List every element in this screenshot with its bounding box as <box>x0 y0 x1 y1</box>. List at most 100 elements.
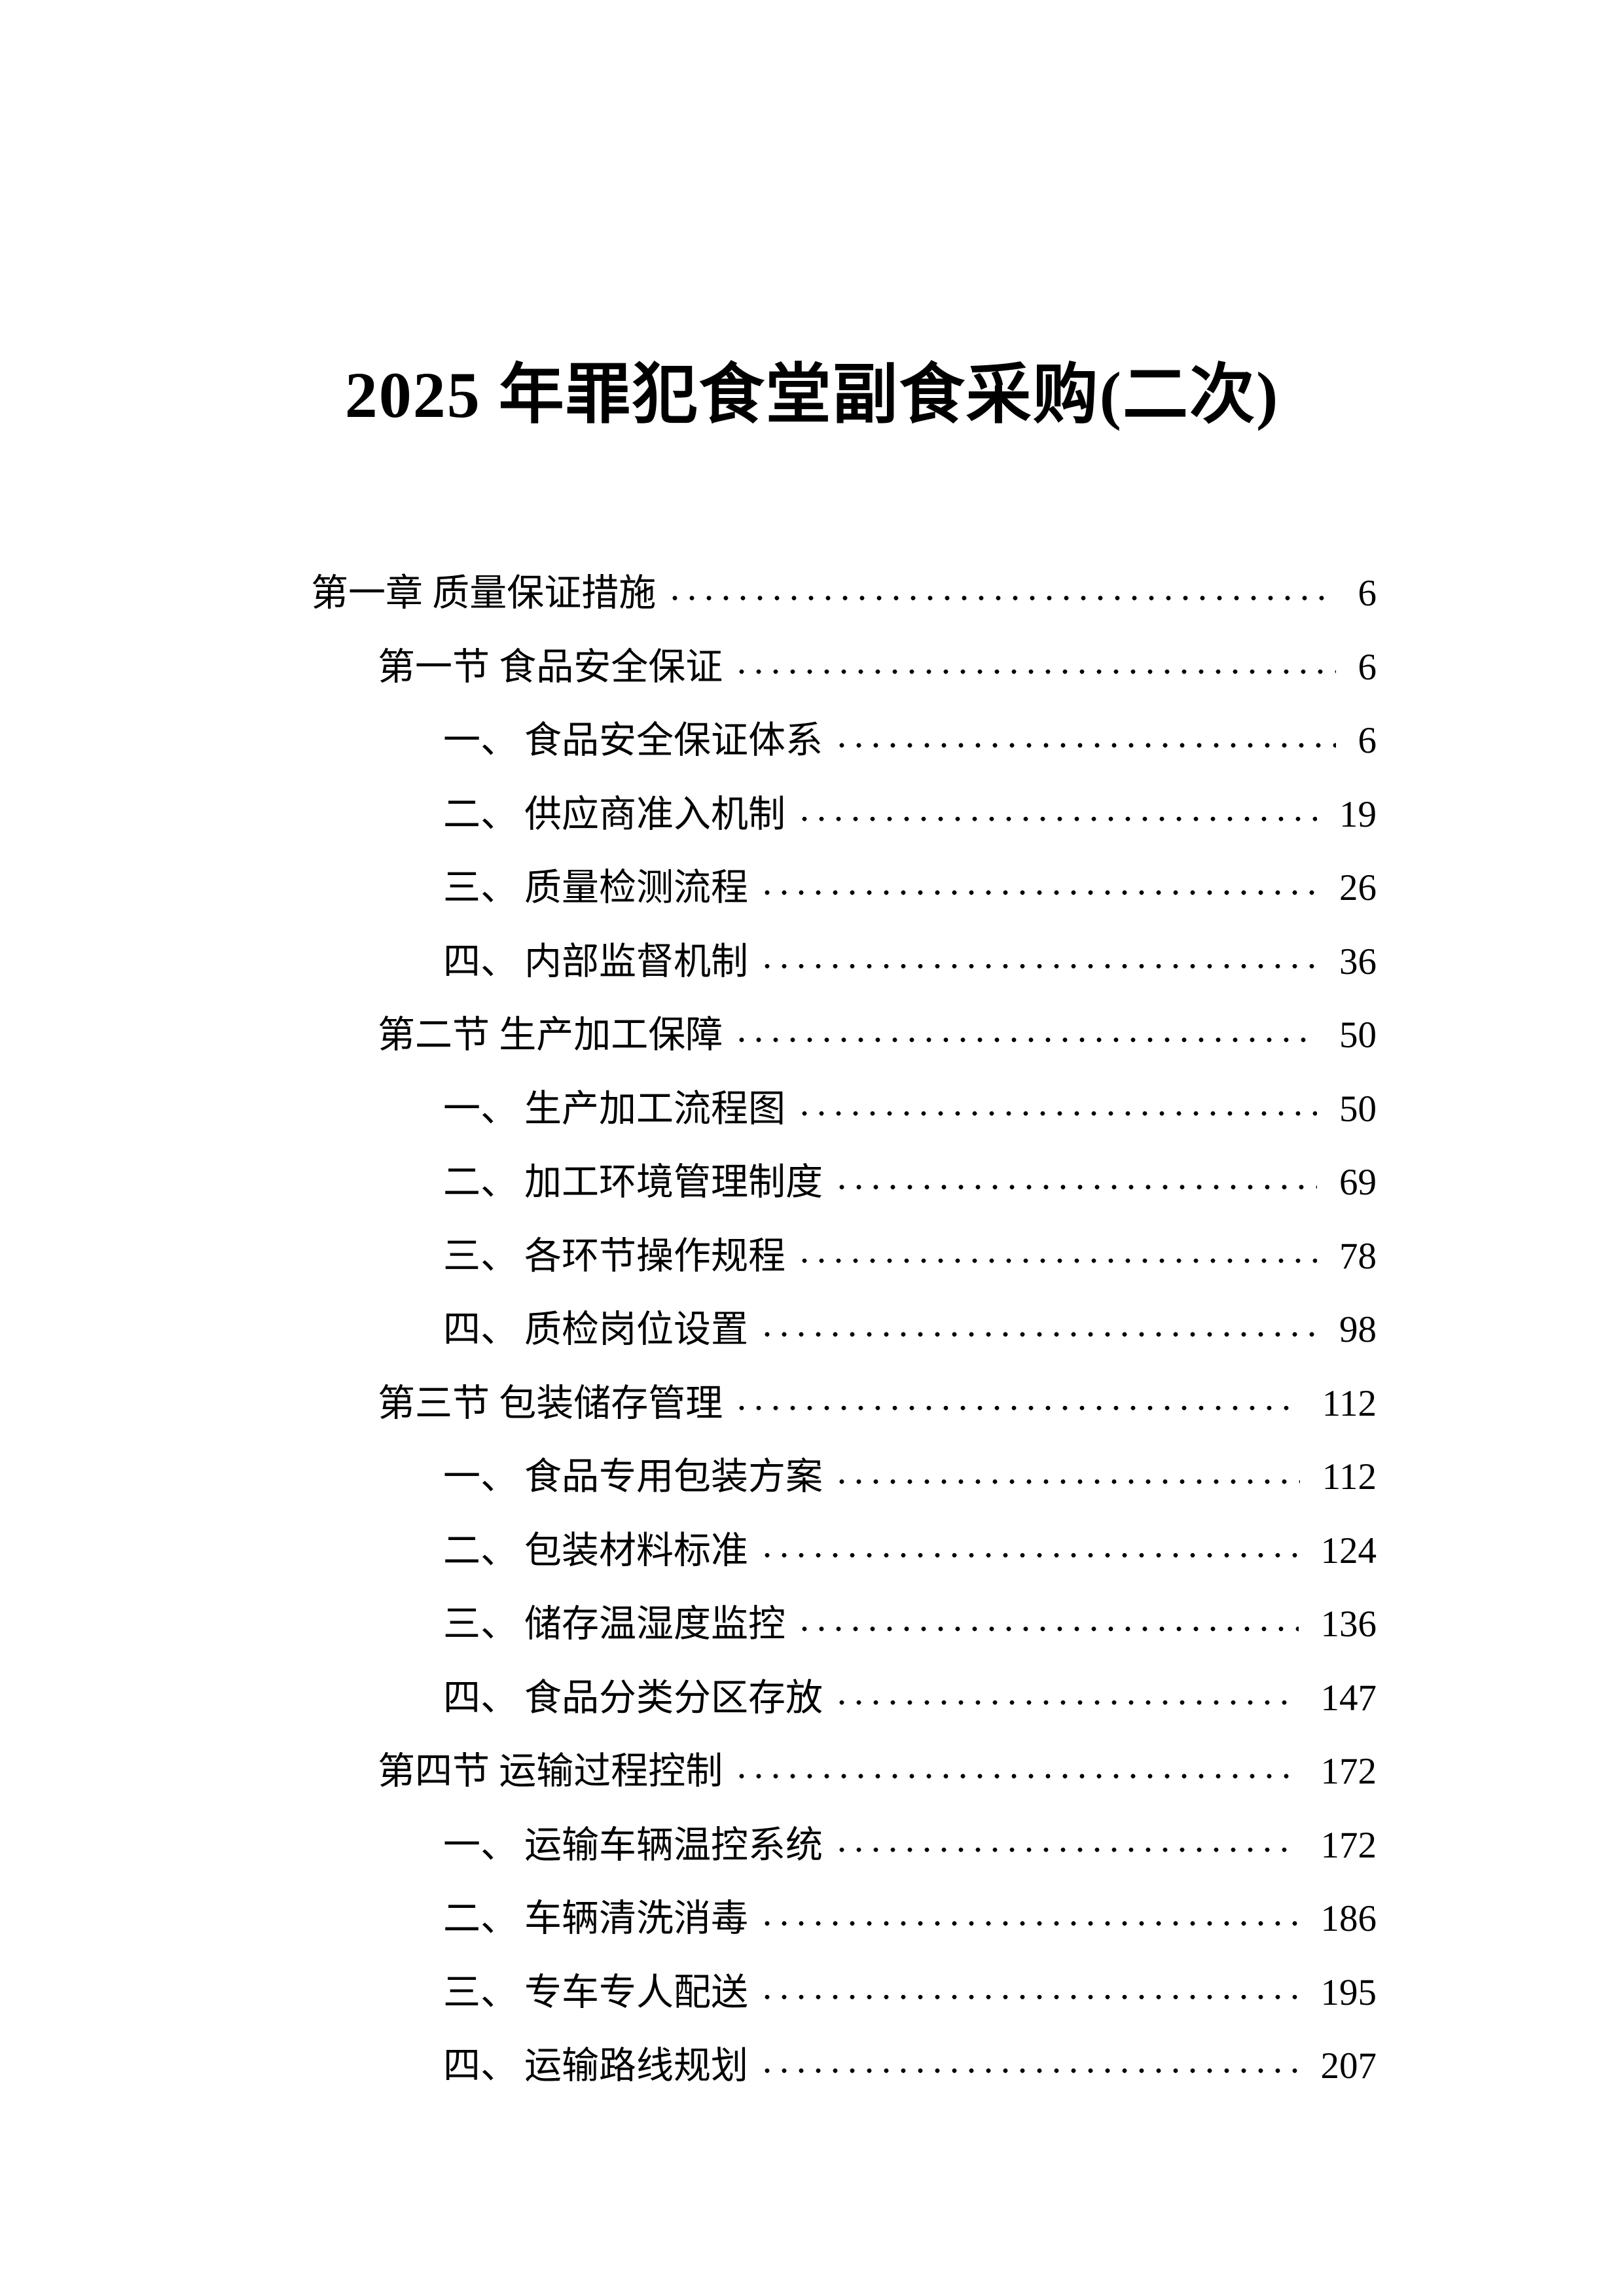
toc-entry-label: 加工环境管理制度 <box>524 1162 823 1203</box>
toc-page-number: 50 <box>1339 1088 1377 1130</box>
toc-entry-number: 二、 <box>443 1898 518 1939</box>
toc-entry-text: 一、 运输车辆温控系统 <box>443 1809 823 1883</box>
toc-page-number: 207 <box>1320 2045 1377 2087</box>
dot-leader <box>759 1293 1317 1367</box>
toc-entry-label: 供应商准入机制 <box>524 793 785 835</box>
toc-entry-number: 一、 <box>443 720 518 761</box>
dot-leader <box>759 1514 1299 1588</box>
toc-page-number: 6 <box>1358 646 1377 688</box>
toc-page-number: 172 <box>1320 1751 1377 1792</box>
dot-leader <box>833 1808 1299 1882</box>
toc-entry[interactable]: 四、 内部监督机制 36 <box>311 925 1377 999</box>
toc-entry-label: 第四节 运输过程控制 <box>378 1751 723 1792</box>
toc-entry-label: 质量检测流程 <box>524 867 748 908</box>
toc-entry-label: 内部监督机制 <box>524 941 748 982</box>
toc-entry-number: 二、 <box>443 1162 518 1203</box>
toc-entry-label: 第一章 质量保证措施 <box>311 573 657 614</box>
toc-entry[interactable]: 第一节 食品安全保证 6 <box>311 630 1377 705</box>
toc-page-number: 69 <box>1339 1162 1377 1203</box>
toc-page-number: 172 <box>1320 1824 1377 1866</box>
toc-page-number: 136 <box>1320 1604 1377 1645</box>
toc-entry[interactable]: 一、 运输车辆温控系统 172 <box>311 1808 1377 1883</box>
toc-entry[interactable]: 二、 车辆清洗消毒 186 <box>311 1882 1377 1956</box>
toc-entry-text: 第二节 生产加工保障 <box>378 999 723 1073</box>
toc-page-number: 195 <box>1320 1971 1377 2013</box>
toc-page-number: 186 <box>1320 1898 1377 1939</box>
toc-entry-number: 四、 <box>443 1677 518 1719</box>
toc-page-number: 112 <box>1322 1456 1377 1498</box>
toc-entry-text: 二、 加工环境管理制度 <box>443 1146 823 1220</box>
document-title: 2025 年罪犯食堂副食采购(二次) <box>344 359 1280 431</box>
toc-entry[interactable]: 第三节 包装储存管理 112 <box>311 1367 1377 1441</box>
toc-entry[interactable]: 四、 运输路线规划 207 <box>311 2030 1377 2104</box>
dot-leader <box>733 630 1336 704</box>
toc-entry-label: 运输车辆温控系统 <box>524 1824 823 1866</box>
toc-entry-text: 第四节 运输过程控制 <box>378 1735 723 1809</box>
dot-leader <box>796 1588 1299 1662</box>
toc-entry-text: 一、 生产加工流程图 <box>443 1073 785 1147</box>
dot-leader <box>796 1072 1317 1146</box>
toc-entry-text: 第一节 食品安全保证 <box>378 631 723 705</box>
toc-entry-label: 车辆清洗消毒 <box>524 1898 748 1939</box>
toc-entry-label: 食品专用包装方案 <box>524 1456 823 1498</box>
toc-entry[interactable]: 二、 供应商准入机制 19 <box>311 778 1377 852</box>
dot-leader <box>733 1735 1299 1809</box>
toc-entry[interactable]: 三、 各环节操作规程 78 <box>311 1219 1377 1294</box>
dot-leader <box>759 852 1317 925</box>
toc-entry-text: 二、 车辆清洗消毒 <box>443 1882 748 1956</box>
toc-entry-text: 第三节 包装储存管理 <box>378 1367 723 1441</box>
toc-entry[interactable]: 四、 食品分类分区存放 147 <box>311 1661 1377 1735</box>
toc-entry[interactable]: 一、 生产加工流程图 50 <box>311 1072 1377 1147</box>
toc-entry-label: 运输路线规划 <box>524 2045 748 2087</box>
toc-entry-number: 三、 <box>443 1235 518 1277</box>
toc-page-number: 26 <box>1339 867 1377 908</box>
toc-entry-number: 三、 <box>443 867 518 908</box>
table-of-contents: 第一章 质量保证措施 6 第一节 食品安全保证 6 一、 食品安全保证体系 6 二… <box>311 557 1377 2104</box>
toc-entry-number: 四、 <box>443 2045 518 2087</box>
dot-leader <box>796 1219 1317 1293</box>
toc-entry-text: 三、 储存温湿度监控 <box>443 1588 785 1662</box>
toc-entry-text: 三、 各环节操作规程 <box>443 1220 785 1294</box>
toc-entry[interactable]: 一、 食品专用包装方案 112 <box>311 1441 1377 1515</box>
toc-entry-label: 食品分类分区存放 <box>524 1677 823 1719</box>
dot-leader <box>833 1441 1300 1515</box>
toc-entry-number: 一、 <box>443 1088 518 1130</box>
toc-page-number: 6 <box>1358 573 1377 614</box>
toc-entry-number: 三、 <box>443 1971 518 2013</box>
toc-entry[interactable]: 第二节 生产加工保障 50 <box>311 999 1377 1073</box>
dot-leader <box>759 1956 1299 2030</box>
toc-entry-label: 生产加工流程图 <box>524 1088 785 1130</box>
toc-entry-text: 三、 专车专人配送 <box>443 1956 748 2030</box>
toc-entry-text: 四、 内部监督机制 <box>443 925 748 999</box>
toc-entry-label: 包装材料标准 <box>524 1530 748 1571</box>
toc-entry-text: 四、 运输路线规划 <box>443 2030 748 2104</box>
toc-entry-text: 二、 供应商准入机制 <box>443 778 785 852</box>
toc-entry-text: 第一章 质量保证措施 <box>311 557 656 631</box>
toc-page-number: 50 <box>1339 1014 1377 1056</box>
toc-page-number: 147 <box>1320 1677 1377 1719</box>
toc-entry-number: 二、 <box>443 1530 518 1571</box>
toc-entry-label: 第三节 包装储存管理 <box>378 1382 723 1424</box>
toc-entry-label: 储存温湿度监控 <box>524 1604 785 1645</box>
toc-entry[interactable]: 第四节 运输过程控制 172 <box>311 1735 1377 1809</box>
dot-leader <box>833 1146 1317 1220</box>
toc-entry[interactable]: 二、 加工环境管理制度 69 <box>311 1146 1377 1220</box>
toc-entry[interactable]: 三、 质量检测流程 26 <box>311 852 1377 925</box>
dot-leader <box>759 925 1317 999</box>
toc-page-number: 6 <box>1358 720 1377 761</box>
toc-entry-label: 食品安全保证体系 <box>524 720 823 761</box>
toc-entry-text: 四、 质检岗位设置 <box>443 1293 748 1367</box>
toc-entry[interactable]: 四、 质检岗位设置 98 <box>311 1293 1377 1367</box>
toc-entry[interactable]: 二、 包装材料标准 124 <box>311 1514 1377 1588</box>
toc-entry-text: 二、 包装材料标准 <box>443 1515 748 1588</box>
dot-leader <box>666 557 1336 631</box>
toc-entry[interactable]: 三、 专车专人配送 195 <box>311 1956 1377 2030</box>
toc-entry-number: 四、 <box>443 941 518 982</box>
toc-entry-number: 一、 <box>443 1456 518 1498</box>
toc-entry[interactable]: 三、 储存温湿度监控 136 <box>311 1588 1377 1662</box>
toc-entry[interactable]: 一、 食品安全保证体系 6 <box>311 704 1377 778</box>
toc-entry-number: 四、 <box>443 1309 518 1350</box>
toc-entry-label: 第一节 食品安全保证 <box>378 646 723 688</box>
toc-entry[interactable]: 第一章 质量保证措施 6 <box>311 557 1377 631</box>
toc-entry-label: 各环节操作规程 <box>524 1235 785 1277</box>
